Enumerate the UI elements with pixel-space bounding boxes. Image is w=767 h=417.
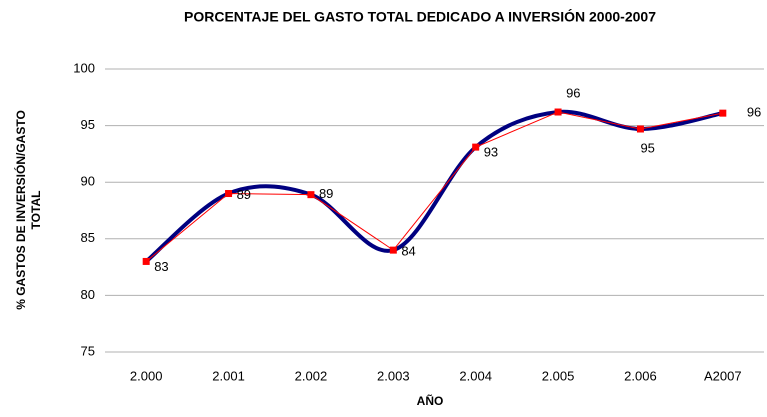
marker: [636, 125, 644, 133]
marker: [554, 108, 562, 116]
y-axis-label: % GASTOS DE INVERSIÓN/GASTO TOTAL: [13, 110, 43, 310]
y-tick-label: 85: [81, 230, 95, 245]
y-tick-label: 100: [73, 60, 95, 75]
x-tick-label: 2.001: [212, 368, 245, 383]
marker: [719, 109, 727, 117]
x-tick-label: 2.002: [295, 368, 328, 383]
smooth-line: [144, 109, 724, 263]
y-axis-label-line: TOTAL: [29, 191, 43, 230]
data-label: 89: [319, 186, 333, 201]
data-label: 89: [237, 187, 251, 202]
chart-title: PORCENTAJE DEL GASTO TOTAL DEDICADO A IN…: [184, 8, 656, 25]
x-tick-label: 2.006: [624, 368, 657, 383]
x-axis-label: AÑO: [417, 393, 444, 408]
data-label: 83: [154, 259, 168, 274]
data-label: 96: [566, 85, 580, 100]
data-label: 93: [484, 145, 498, 160]
y-tick-label: 80: [81, 287, 95, 302]
x-tick-label: 2.000: [130, 368, 163, 383]
marker: [307, 191, 315, 199]
marker: [225, 190, 233, 198]
marker: [472, 143, 480, 151]
marker: [142, 257, 150, 265]
y-tick-label: 75: [81, 343, 95, 358]
data-label: 96: [747, 105, 761, 120]
data-label: 95: [640, 140, 654, 155]
y-tick-label: 95: [81, 117, 95, 132]
line: [145, 111, 723, 262]
x-tick-label: A2007: [704, 368, 742, 383]
data-label: 84: [401, 244, 415, 259]
x-tick-label: 2.005: [542, 368, 575, 383]
y-tick-label: 90: [81, 174, 95, 189]
x-tick-label: 2.004: [459, 368, 492, 383]
marker: [389, 246, 397, 254]
x-tick-label: 2.003: [377, 368, 410, 383]
y-axis-label-line: % GASTOS DE INVERSIÓN/GASTO: [13, 110, 28, 310]
